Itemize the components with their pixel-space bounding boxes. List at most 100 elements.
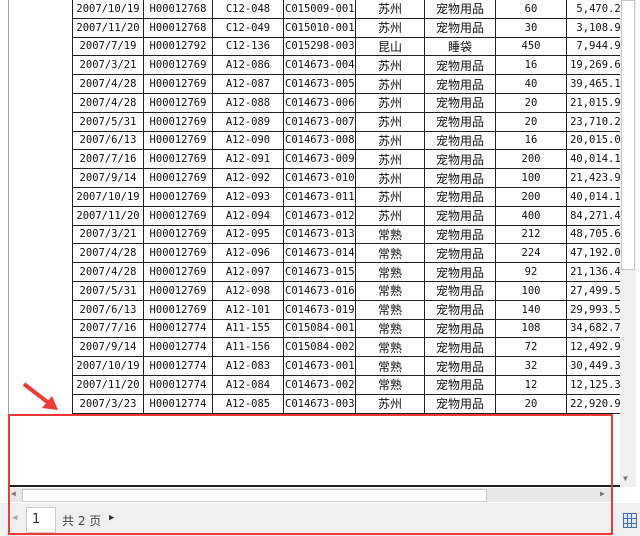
table-cell[interactable]: C014673-019	[283, 299, 356, 320]
table-cell[interactable]: 2007/3/23	[72, 393, 144, 414]
table-cell[interactable]: C015298-003	[283, 36, 356, 57]
table-cell[interactable]: 21,015.94	[566, 92, 621, 113]
table-cell[interactable]: 3,108.99	[566, 17, 621, 38]
table-cell[interactable]: H00012774	[143, 337, 213, 358]
table-cell[interactable]: A12-088	[212, 92, 284, 113]
table-cell[interactable]: 12,492.95	[566, 337, 621, 358]
table-cell[interactable]: C014673-009	[283, 149, 356, 170]
table-cell[interactable]: 2007/5/31	[72, 111, 144, 132]
vertical-scrollbar[interactable]: ▼	[620, 0, 636, 487]
table-cell[interactable]: A11-155	[212, 318, 284, 339]
table-cell[interactable]: C12-048	[212, 0, 284, 19]
table-cell[interactable]: 宠物用品	[424, 168, 496, 188]
table-cell[interactable]: 100	[495, 280, 567, 301]
table-cell[interactable]: 212	[495, 224, 567, 245]
table-cell[interactable]: 宠物用品	[424, 130, 496, 151]
table-cell[interactable]: 苏州	[355, 111, 425, 132]
table-cell[interactable]: 21,136.42	[566, 262, 621, 282]
table-cell[interactable]: 2007/6/13	[72, 299, 144, 320]
table-cell[interactable]: 40	[495, 74, 567, 94]
table-cell[interactable]: 12	[495, 374, 567, 395]
table-cell[interactable]: C014673-015	[283, 262, 356, 282]
table-cell[interactable]: H00012769	[143, 149, 213, 170]
table-cell[interactable]: A12-091	[212, 149, 284, 170]
table-cell[interactable]: 宠物用品	[424, 393, 496, 414]
table-cell[interactable]: 72	[495, 337, 567, 358]
table-cell[interactable]: 宠物用品	[424, 149, 496, 170]
horizontal-scrollbar[interactable]: ◀ ▶	[8, 488, 612, 502]
table-cell[interactable]: H00012774	[143, 393, 213, 414]
table-cell[interactable]: 苏州	[355, 393, 425, 414]
table-cell[interactable]: 2007/3/21	[72, 55, 144, 76]
table-cell[interactable]: 苏州	[355, 205, 425, 226]
table-cell[interactable]: H00012774	[143, 356, 213, 376]
table-cell[interactable]: 20	[495, 111, 567, 132]
table-cell[interactable]: H00012768	[143, 17, 213, 38]
table-cell[interactable]: 苏州	[355, 149, 425, 170]
table-cell[interactable]: 40,014.12	[566, 149, 621, 170]
table-cell[interactable]: H00012769	[143, 74, 213, 94]
table-cell[interactable]: 常熟	[355, 337, 425, 358]
table-cell[interactable]: 2007/4/28	[72, 92, 144, 113]
table-cell[interactable]: 30,449.31	[566, 356, 621, 376]
table-cell[interactable]: 宠物用品	[424, 0, 496, 19]
table-cell[interactable]: A11-156	[212, 337, 284, 358]
table-cell[interactable]: C12-049	[212, 17, 284, 38]
table-cell[interactable]: 32	[495, 356, 567, 376]
grid-icon[interactable]	[623, 513, 637, 528]
table-cell[interactable]: H00012769	[143, 280, 213, 301]
table-cell[interactable]: 宠物用品	[424, 205, 496, 226]
table-cell[interactable]: 2007/11/20	[72, 374, 144, 395]
table-cell[interactable]: A12-092	[212, 168, 284, 188]
table-cell[interactable]: 2007/10/19	[72, 356, 144, 376]
table-cell[interactable]: C014673-016	[283, 280, 356, 301]
table-cell[interactable]: 2007/7/19	[72, 36, 144, 57]
table-cell[interactable]: 224	[495, 243, 567, 264]
table-cell[interactable]: C014673-013	[283, 224, 356, 245]
table-cell[interactable]: 宠物用品	[424, 55, 496, 76]
table-cell[interactable]: 2007/4/28	[72, 262, 144, 282]
table-cell[interactable]: C014673-014	[283, 243, 356, 264]
table-cell[interactable]: 2007/10/19	[72, 186, 144, 207]
page-number-input[interactable]: 1	[26, 507, 56, 533]
vertical-scrollbar-thumb[interactable]	[621, 0, 635, 270]
table-cell[interactable]: 34,682.76	[566, 318, 621, 339]
table-cell[interactable]: C015010-001	[283, 17, 356, 38]
table-cell[interactable]: 苏州	[355, 17, 425, 38]
table-cell[interactable]: A12-090	[212, 130, 284, 151]
table-cell[interactable]: 2007/11/20	[72, 205, 144, 226]
table-cell[interactable]: C014673-008	[283, 130, 356, 151]
table-cell[interactable]: 200	[495, 149, 567, 170]
table-cell[interactable]: 200	[495, 186, 567, 207]
table-cell[interactable]: 2007/9/14	[72, 337, 144, 358]
table-cell[interactable]: 84,271.49	[566, 205, 621, 226]
table-cell[interactable]: 2007/3/21	[72, 224, 144, 245]
table-cell[interactable]: 宠物用品	[424, 356, 496, 376]
table-cell[interactable]: C014673-006	[283, 92, 356, 113]
table-cell[interactable]: H00012769	[143, 262, 213, 282]
table-cell[interactable]: H00012769	[143, 205, 213, 226]
table-cell[interactable]: A12-097	[212, 262, 284, 282]
scroll-down-arrow-icon[interactable]: ▼	[623, 474, 628, 483]
table-cell[interactable]: 宠物用品	[424, 374, 496, 395]
table-cell[interactable]: H00012769	[143, 243, 213, 264]
table-cell[interactable]: 12,125.30	[566, 374, 621, 395]
table-cell[interactable]: 宠物用品	[424, 224, 496, 245]
table-cell[interactable]: 20,015.07	[566, 130, 621, 151]
table-cell[interactable]: 常熟	[355, 243, 425, 264]
table-cell[interactable]: 宠物用品	[424, 262, 496, 282]
table-cell[interactable]: C014673-004	[283, 55, 356, 76]
table-cell[interactable]: C015009-001	[283, 0, 356, 19]
table-cell[interactable]: 宠物用品	[424, 17, 496, 38]
table-cell[interactable]: H00012792	[143, 36, 213, 57]
table-cell[interactable]: A12-094	[212, 205, 284, 226]
table-cell[interactable]: 宠物用品	[424, 92, 496, 113]
table-cell[interactable]: C014673-002	[283, 374, 356, 395]
table-cell[interactable]: 苏州	[355, 186, 425, 207]
table-cell[interactable]: 苏州	[355, 168, 425, 188]
table-cell[interactable]: 2007/10/19	[72, 0, 144, 19]
table-cell[interactable]: 2007/9/14	[72, 168, 144, 188]
table-cell[interactable]: 2007/4/28	[72, 74, 144, 94]
table-cell[interactable]: 宠物用品	[424, 111, 496, 132]
table-cell[interactable]: 400	[495, 205, 567, 226]
